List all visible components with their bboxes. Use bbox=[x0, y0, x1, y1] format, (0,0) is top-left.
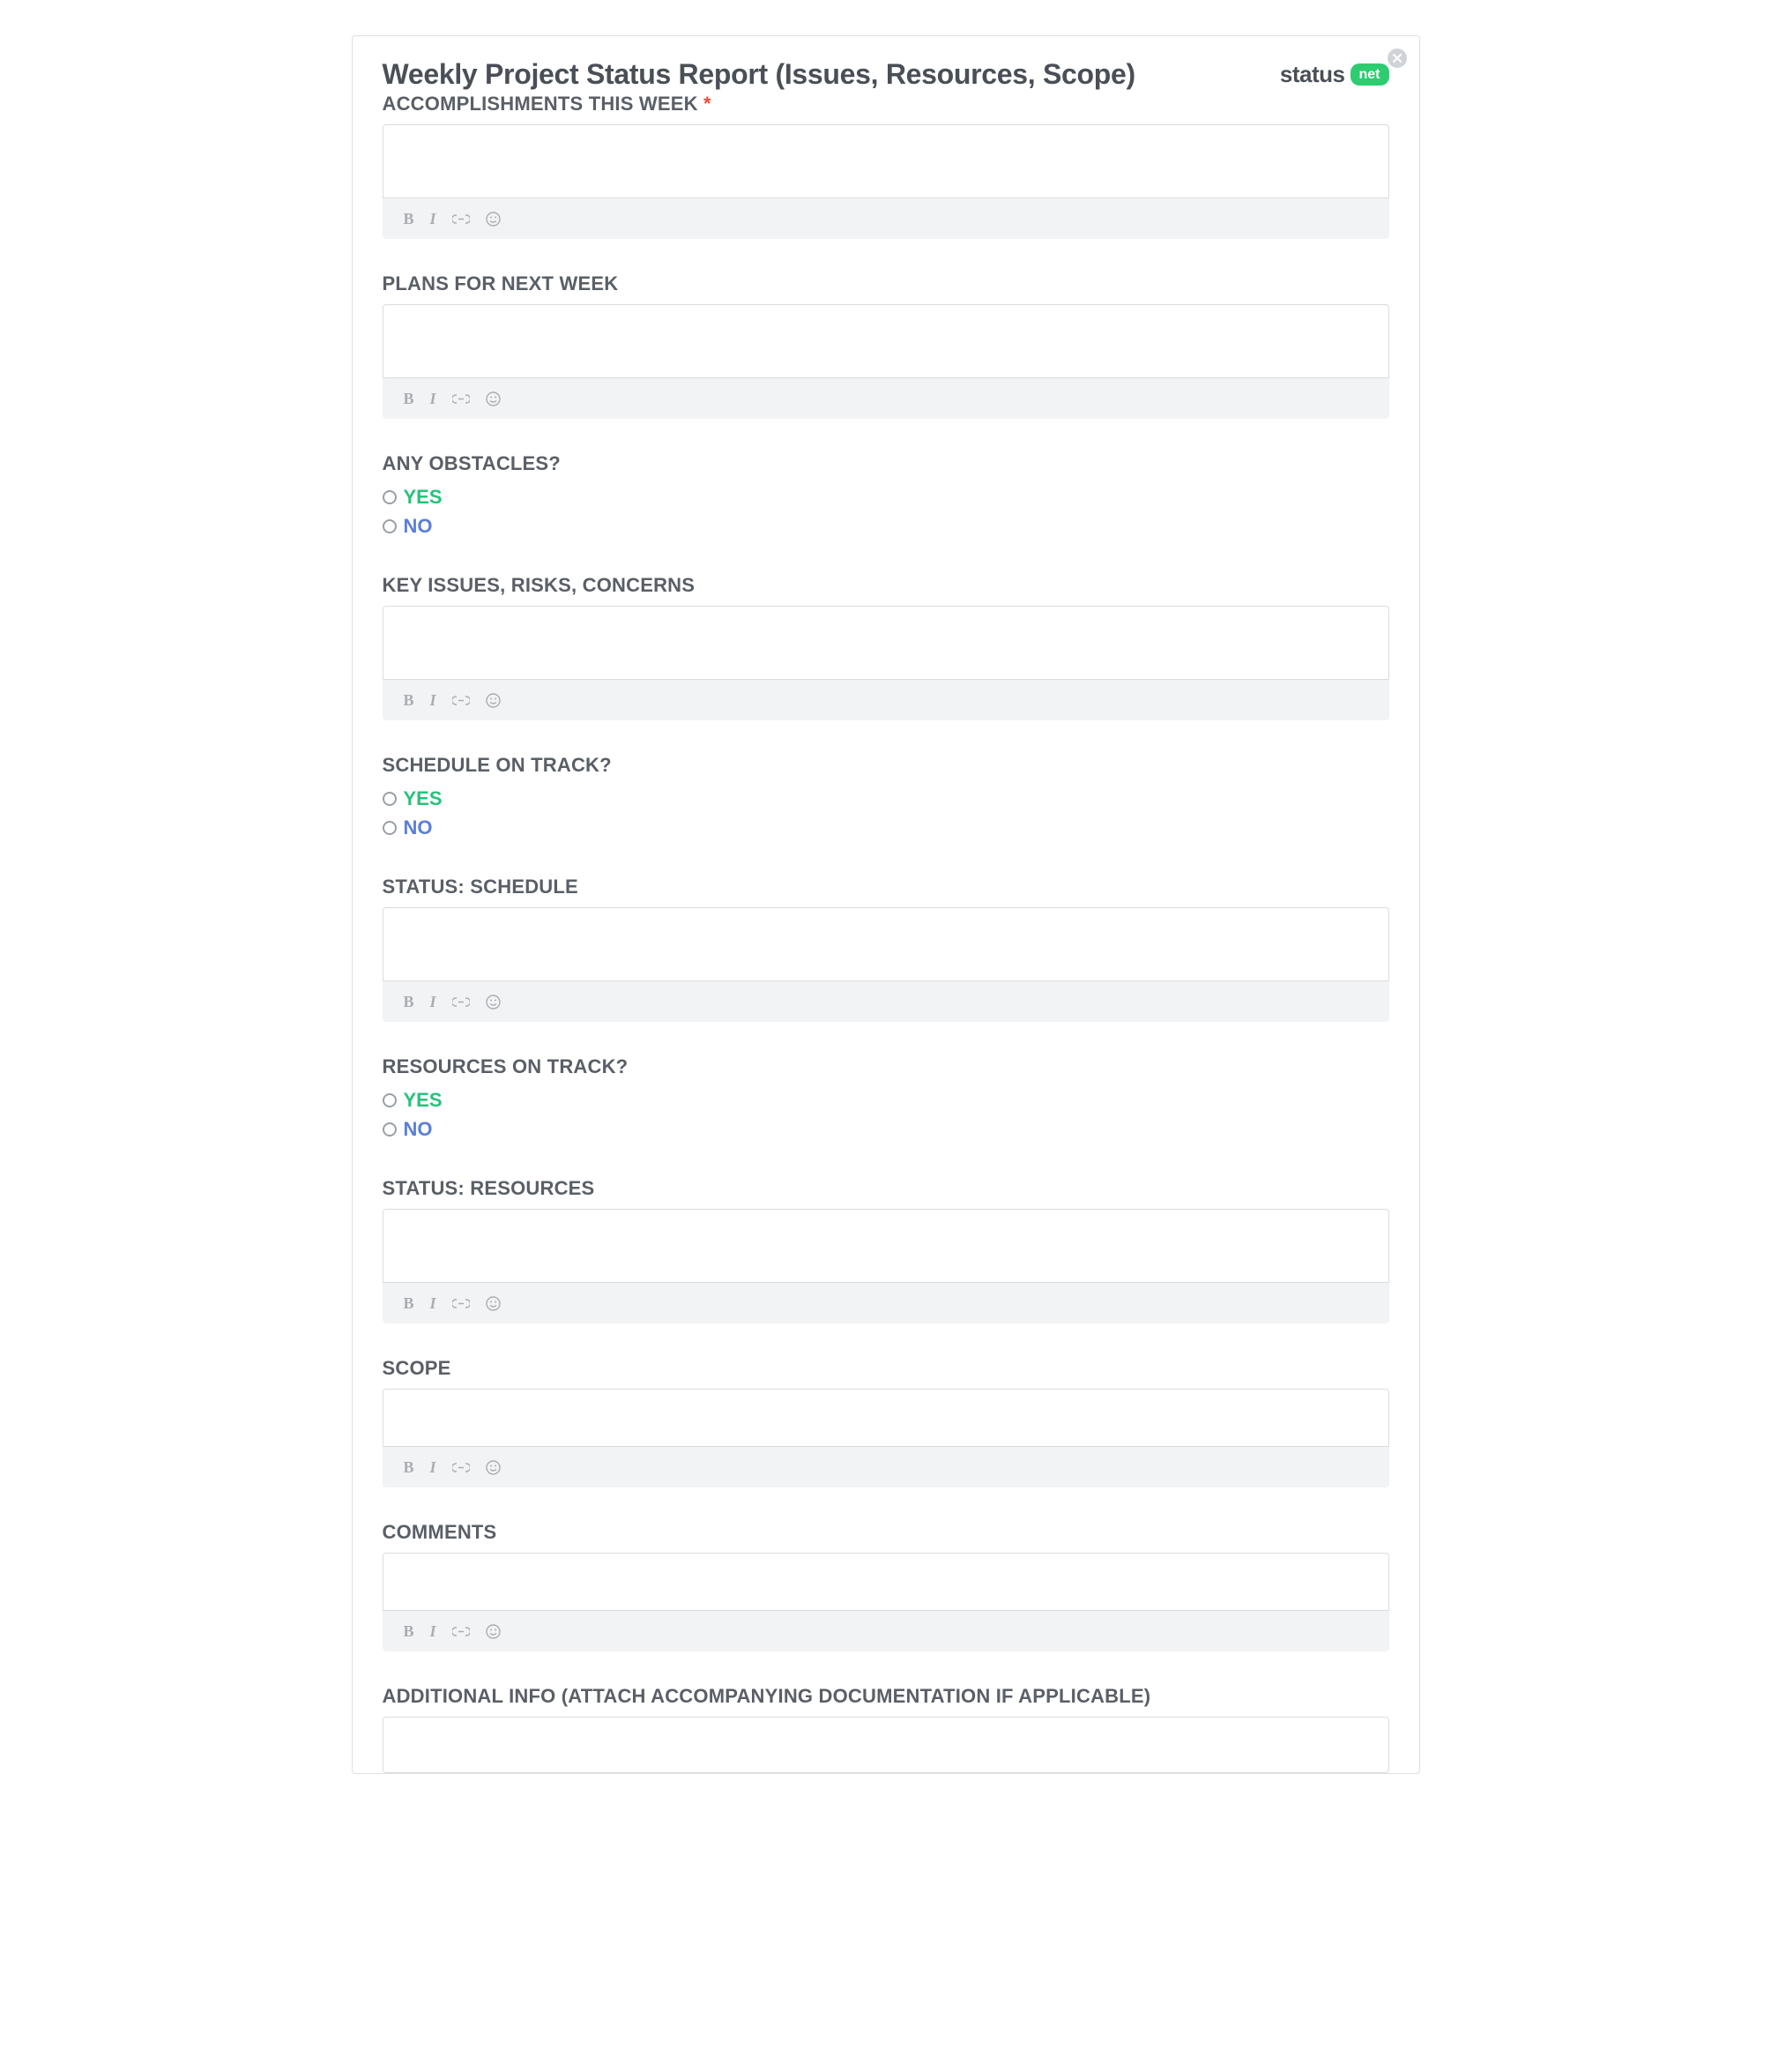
option-label: YES bbox=[404, 1085, 443, 1114]
additional-info-label: ADDITIONAL INFO (ATTACH ACCOMPANYING DOC… bbox=[383, 1685, 1389, 1708]
close-button[interactable] bbox=[1388, 48, 1407, 68]
italic-icon[interactable]: I bbox=[430, 1458, 436, 1477]
emoji-icon[interactable] bbox=[486, 212, 501, 227]
bold-icon[interactable]: B bbox=[404, 691, 414, 710]
radio-icon bbox=[383, 1122, 397, 1137]
resources-radio-group: YES NO bbox=[383, 1085, 1389, 1144]
emoji-icon[interactable] bbox=[486, 391, 501, 406]
key-issues-section: KEY ISSUES, RISKS, CONCERNS B I bbox=[383, 574, 1389, 720]
status-schedule-section: STATUS: SCHEDULE B I bbox=[383, 876, 1389, 1022]
obstacles-section: ANY OBSTACLES? YES NO bbox=[383, 452, 1389, 540]
radio-icon bbox=[383, 490, 397, 504]
bold-icon[interactable]: B bbox=[404, 993, 414, 1011]
schedule-yes-option[interactable]: YES bbox=[383, 784, 1389, 813]
status-schedule-toolbar: B I bbox=[383, 981, 1389, 1022]
key-issues-label: KEY ISSUES, RISKS, CONCERNS bbox=[383, 574, 1389, 597]
schedule-radio-group: YES NO bbox=[383, 784, 1389, 842]
resources-no-option[interactable]: NO bbox=[383, 1114, 1389, 1144]
italic-icon[interactable]: I bbox=[430, 691, 436, 710]
label-text: ACCOMPLISHMENTS THIS WEEK bbox=[383, 93, 698, 115]
option-label: NO bbox=[404, 813, 433, 842]
required-star: * bbox=[703, 93, 711, 115]
status-schedule-input[interactable] bbox=[383, 907, 1389, 981]
italic-icon[interactable]: I bbox=[430, 1622, 436, 1641]
key-issues-toolbar: B I bbox=[383, 680, 1389, 720]
radio-icon bbox=[383, 1093, 397, 1107]
obstacles-yes-option[interactable]: YES bbox=[383, 482, 1389, 511]
plans-section: PLANS FOR NEXT WEEK B I bbox=[383, 272, 1389, 419]
link-icon[interactable] bbox=[452, 695, 470, 706]
form-container: Weekly Project Status Report (Issues, Re… bbox=[352, 35, 1420, 1774]
obstacles-label: ANY OBSTACLES? bbox=[383, 452, 1389, 475]
link-icon[interactable] bbox=[452, 1298, 470, 1309]
schedule-on-track-section: SCHEDULE ON TRACK? YES NO bbox=[383, 754, 1389, 842]
key-issues-input[interactable] bbox=[383, 606, 1389, 680]
status-resources-toolbar: B I bbox=[383, 1283, 1389, 1323]
page-title: Weekly Project Status Report (Issues, Re… bbox=[383, 57, 1135, 91]
radio-icon bbox=[383, 519, 397, 533]
comments-toolbar: B I bbox=[383, 1611, 1389, 1651]
header: Weekly Project Status Report (Issues, Re… bbox=[383, 57, 1389, 91]
scope-label: SCOPE bbox=[383, 1357, 1389, 1380]
accomplishments-label: ACCOMPLISHMENTS THIS WEEK * bbox=[383, 93, 1389, 116]
link-icon[interactable] bbox=[452, 213, 470, 225]
italic-icon[interactable]: I bbox=[430, 210, 436, 228]
schedule-no-option[interactable]: NO bbox=[383, 813, 1389, 842]
resources-on-track-label: RESOURCES ON TRACK? bbox=[383, 1055, 1389, 1078]
comments-input[interactable] bbox=[383, 1553, 1389, 1611]
link-icon[interactable] bbox=[452, 996, 470, 1008]
plans-input[interactable] bbox=[383, 304, 1389, 378]
emoji-icon[interactable] bbox=[486, 693, 501, 708]
scope-section: SCOPE B I bbox=[383, 1357, 1389, 1487]
option-label: YES bbox=[404, 784, 443, 813]
accomplishments-input[interactable] bbox=[383, 124, 1389, 198]
emoji-icon[interactable] bbox=[486, 1296, 501, 1311]
resources-on-track-section: RESOURCES ON TRACK? YES NO bbox=[383, 1055, 1389, 1144]
radio-icon bbox=[383, 821, 397, 835]
comments-label: COMMENTS bbox=[383, 1521, 1389, 1544]
resources-yes-option[interactable]: YES bbox=[383, 1085, 1389, 1114]
plans-label: PLANS FOR NEXT WEEK bbox=[383, 272, 1389, 295]
bold-icon[interactable]: B bbox=[404, 210, 414, 228]
accomplishments-toolbar: B I bbox=[383, 198, 1389, 239]
italic-icon[interactable]: I bbox=[430, 993, 436, 1011]
plans-toolbar: B I bbox=[383, 378, 1389, 419]
additional-info-section: ADDITIONAL INFO (ATTACH ACCOMPANYING DOC… bbox=[383, 1685, 1389, 1773]
obstacles-radio-group: YES NO bbox=[383, 482, 1389, 540]
option-label: YES bbox=[404, 482, 443, 511]
obstacles-no-option[interactable]: NO bbox=[383, 511, 1389, 540]
bold-icon[interactable]: B bbox=[404, 1458, 414, 1477]
link-icon[interactable] bbox=[452, 1462, 470, 1473]
italic-icon[interactable]: I bbox=[430, 390, 436, 408]
status-resources-input[interactable] bbox=[383, 1209, 1389, 1283]
comments-section: COMMENTS B I bbox=[383, 1521, 1389, 1651]
status-resources-label: STATUS: RESOURCES bbox=[383, 1177, 1389, 1200]
emoji-icon[interactable] bbox=[486, 1624, 501, 1639]
radio-icon bbox=[383, 792, 397, 806]
bold-icon[interactable]: B bbox=[404, 1294, 414, 1313]
status-resources-section: STATUS: RESOURCES B I bbox=[383, 1177, 1389, 1323]
link-icon[interactable] bbox=[452, 393, 470, 405]
bold-icon[interactable]: B bbox=[404, 390, 414, 408]
scope-input[interactable] bbox=[383, 1389, 1389, 1447]
close-icon bbox=[1393, 54, 1402, 63]
scope-toolbar: B I bbox=[383, 1447, 1389, 1487]
emoji-icon[interactable] bbox=[486, 1460, 501, 1475]
option-label: NO bbox=[404, 1114, 433, 1144]
status-schedule-label: STATUS: SCHEDULE bbox=[383, 876, 1389, 898]
additional-info-input[interactable] bbox=[383, 1717, 1389, 1773]
option-label: NO bbox=[404, 511, 433, 540]
logo: status net bbox=[1280, 61, 1389, 88]
logo-text: status bbox=[1280, 61, 1345, 88]
logo-badge: net bbox=[1351, 63, 1389, 86]
link-icon[interactable] bbox=[452, 1626, 470, 1637]
schedule-on-track-label: SCHEDULE ON TRACK? bbox=[383, 754, 1389, 777]
italic-icon[interactable]: I bbox=[430, 1294, 436, 1313]
emoji-icon[interactable] bbox=[486, 995, 501, 1010]
bold-icon[interactable]: B bbox=[404, 1622, 414, 1641]
